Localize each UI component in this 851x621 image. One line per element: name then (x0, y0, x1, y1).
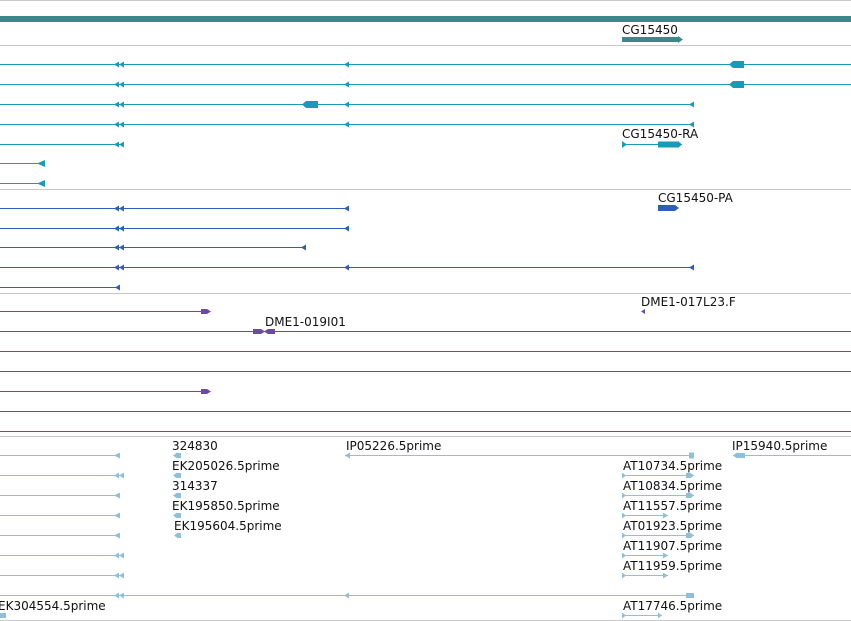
gene-model-cg15450[interactable] (622, 37, 678, 42)
gene-track (0, 16, 851, 43)
est-row[interactable] (0, 472, 124, 479)
protein-cg15450-pa[interactable] (658, 205, 679, 211)
est-label[interactable]: AT01923.5prime (623, 519, 723, 533)
clone-dme1-019i01[interactable] (0, 329, 851, 334)
protein-row[interactable] (0, 205, 349, 212)
est-ek205026[interactable] (173, 472, 181, 479)
est-label[interactable]: AT10834.5prime (623, 479, 723, 493)
est-label[interactable]: AT11907.5prime (623, 539, 723, 553)
protein-track (0, 205, 694, 291)
est-label[interactable]: AT10734.5prime (623, 459, 723, 473)
est-row[interactable] (0, 572, 124, 579)
clone-track (0, 309, 851, 432)
protein-row[interactable] (0, 244, 306, 251)
protein-label[interactable]: CG15450-PA (658, 191, 733, 205)
clone-label-dme1-017l23[interactable]: DME1-017L23.F (641, 295, 736, 309)
est-at10734[interactable] (622, 472, 694, 479)
est-label[interactable]: EK195850.5prime (172, 499, 280, 513)
clone-label-dme1-019i01[interactable]: DME1-019I01 (265, 315, 346, 329)
est-label[interactable]: IP05226.5prime (346, 439, 442, 453)
est-row[interactable] (0, 552, 124, 559)
protein-row[interactable] (0, 225, 349, 232)
est-label[interactable]: AT17746.5prime (623, 599, 723, 613)
est-label[interactable]: EK195604.5prime (174, 519, 282, 533)
est-row[interactable] (0, 492, 120, 499)
clone-row[interactable] (0, 389, 211, 394)
transcript-row[interactable] (0, 121, 694, 128)
gene-model-arrow (678, 36, 683, 43)
est-at17746[interactable] (622, 612, 662, 619)
est-at10834[interactable] (622, 492, 694, 499)
est-row[interactable] (0, 532, 120, 539)
est-at11907[interactable] (622, 552, 668, 559)
est-ek195850[interactable] (173, 512, 181, 519)
est-label[interactable]: AT11959.5prime (623, 559, 723, 573)
est-314337[interactable] (173, 492, 181, 499)
est-324830[interactable] (173, 452, 181, 459)
clone-dme1-017l23-f[interactable] (641, 309, 645, 314)
transcript-row[interactable] (0, 81, 851, 88)
est-label[interactable]: AT11557.5prime (623, 499, 723, 513)
est-label[interactable]: EK304554.5prime (0, 599, 106, 613)
est-at11959[interactable] (622, 572, 668, 579)
est-label[interactable]: 314337 (172, 479, 218, 493)
transcript-row[interactable] (0, 180, 45, 187)
est-label[interactable]: 324830 (172, 439, 218, 453)
transcript-row[interactable] (0, 141, 124, 148)
clone-row[interactable] (0, 309, 211, 314)
protein-row[interactable] (0, 264, 694, 271)
est-ip15940[interactable] (733, 452, 851, 459)
est-row[interactable] (0, 592, 694, 599)
est-at11557[interactable] (622, 512, 668, 519)
transcript-row[interactable] (0, 61, 851, 68)
transcript-row[interactable] (0, 160, 45, 167)
est-row[interactable] (0, 512, 120, 519)
est-at01923[interactable] (622, 532, 694, 539)
gene-bar[interactable] (0, 16, 851, 22)
transcript-row[interactable] (0, 101, 694, 108)
est-ek304554[interactable] (0, 613, 6, 618)
est-label[interactable]: IP15940.5prime (732, 439, 828, 453)
est-ip05226[interactable] (345, 452, 694, 459)
est-track (0, 452, 851, 619)
est-ek195604[interactable] (174, 532, 181, 539)
transcript-track (0, 61, 851, 187)
protein-row[interactable] (0, 284, 120, 291)
transcript-label[interactable]: CG15450-RA (622, 127, 699, 141)
est-label[interactable]: EK205026.5prime (172, 459, 280, 473)
gene-label[interactable]: CG15450 (622, 23, 678, 37)
transcript-cg15450-ra[interactable] (622, 141, 682, 148)
est-row[interactable] (0, 452, 120, 459)
